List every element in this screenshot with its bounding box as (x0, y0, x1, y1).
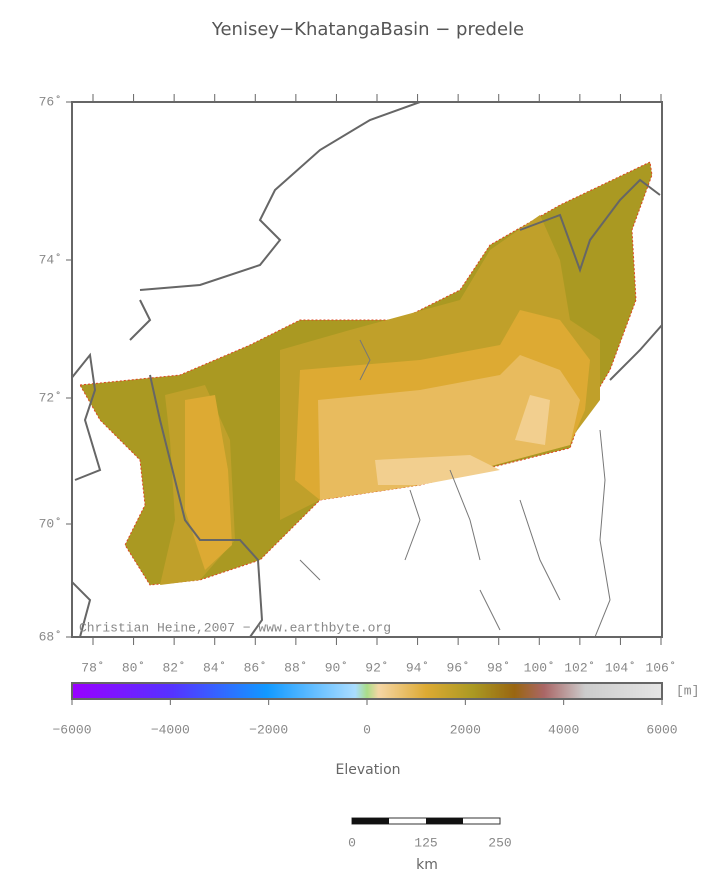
basin-band (375, 395, 550, 485)
lon-labels: 78˚ 80˚ 82˚ 84˚ 86˚ 88˚ 90˚ 92˚ 94˚ 96˚ 98˚ 100˚ 102… (81, 94, 677, 675)
title: Yenisey−KhatangaBasin − predele (211, 19, 524, 40)
coastline (72, 102, 662, 637)
lon-label: 88˚ (284, 660, 307, 675)
scale-unit: km (416, 857, 438, 873)
lat-label: 68˚ (39, 629, 62, 644)
colorbar-tick-label: −2000 (249, 722, 288, 737)
scale-ticks: 0 125 250 (348, 835, 512, 850)
lon-label: 102˚ (564, 660, 595, 675)
lon-label: 78˚ (81, 660, 104, 675)
lon-label: 94˚ (406, 660, 429, 675)
lon-label: 92˚ (365, 660, 388, 675)
colorbar-tick-label: 4000 (548, 722, 579, 737)
lon-label: 104˚ (605, 660, 636, 675)
map-body (72, 102, 662, 637)
river (299, 339, 611, 637)
lat-label: 76˚ (39, 94, 62, 109)
lon-label: 86˚ (244, 660, 267, 675)
colorbar-label: Elevation (335, 762, 400, 778)
scale-segment (426, 818, 463, 824)
lon-label: 82˚ (162, 660, 185, 675)
scale-bar (351, 817, 501, 825)
lat-labels: 76˚ 74˚ 72˚ 70˚ 68˚ (39, 94, 72, 644)
scale-tick-label: 250 (488, 835, 511, 850)
lat-label: 72˚ (39, 390, 62, 405)
colorbar-ticks: −6000 −4000 −2000 0 2000 4000 6000 (52, 699, 678, 737)
scale-tick-label: 125 (414, 835, 437, 850)
lon-label: 98˚ (487, 660, 510, 675)
scale-tick-label: 0 (348, 835, 356, 850)
colorbar-unit: [m] (676, 683, 699, 698)
lon-label: 96˚ (446, 660, 469, 675)
colorbar-tick-label: −4000 (151, 722, 190, 737)
lat-label: 74˚ (39, 252, 62, 267)
colorbar (71, 682, 663, 700)
colorbar-tick-label: 2000 (450, 722, 481, 737)
credit: Christian Heine,2007 − www.earthbyte.org (79, 620, 391, 635)
colorbar-tick-label: −6000 (52, 722, 91, 737)
scale-segment (352, 818, 389, 824)
lon-label: 84˚ (203, 660, 226, 675)
colorbar-tick-label: 0 (363, 722, 371, 737)
lon-label: 90˚ (325, 660, 348, 675)
lon-label: 106˚ (645, 660, 676, 675)
lon-label: 100˚ (524, 660, 555, 675)
lon-label: 80˚ (122, 660, 145, 675)
basin-band (185, 395, 232, 570)
lat-label: 70˚ (39, 516, 62, 531)
colorbar-tick-label: 6000 (646, 722, 677, 737)
map-frame (71, 101, 663, 638)
